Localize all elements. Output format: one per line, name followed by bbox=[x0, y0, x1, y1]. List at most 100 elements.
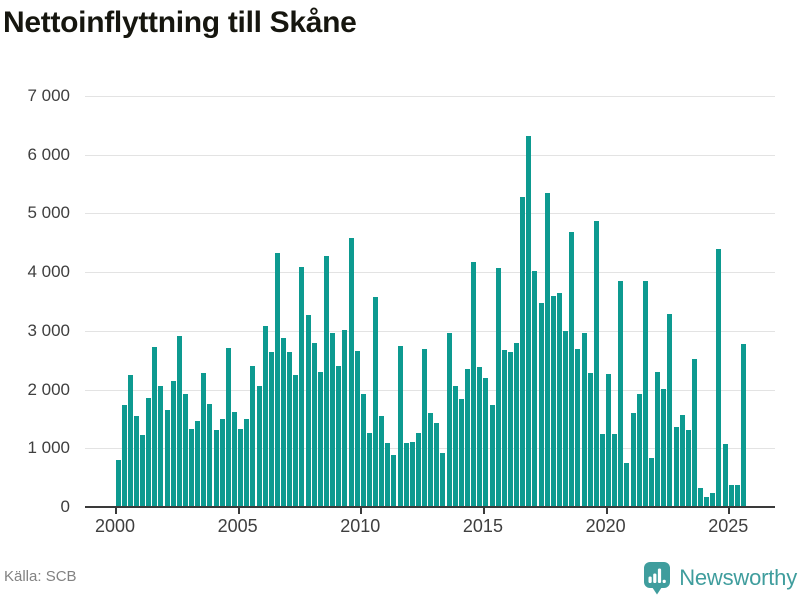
bar-2005Q4 bbox=[256, 385, 262, 506]
bar-2023Q2 bbox=[685, 429, 691, 506]
bar-2020Q1 bbox=[606, 373, 612, 506]
y-axis-label-6000: 6 000 bbox=[27, 144, 70, 164]
bar-2022Q1 bbox=[655, 371, 661, 506]
y-axis-label-4000: 4 000 bbox=[27, 262, 70, 282]
bar-2012Q2 bbox=[415, 433, 421, 506]
bar-2003Q1 bbox=[189, 429, 195, 506]
bar-2007Q2 bbox=[293, 375, 299, 506]
bar-2002Q4 bbox=[182, 394, 188, 506]
bar-2005Q3 bbox=[250, 365, 256, 506]
bar-2010Q2 bbox=[366, 433, 372, 506]
bar-2004Q3 bbox=[225, 348, 231, 506]
bar-2014Q2 bbox=[465, 368, 471, 506]
x-axis-tick-2000 bbox=[115, 508, 117, 514]
bar-2021Q3 bbox=[642, 280, 648, 506]
x-axis-tick-2020 bbox=[605, 508, 608, 514]
newsworthy-wordmark: Newsworthy bbox=[679, 565, 797, 590]
bar-2014Q3 bbox=[471, 261, 477, 506]
bar-2000Q4 bbox=[133, 415, 139, 506]
bar-2020Q4 bbox=[624, 462, 630, 506]
newsworthy-icon bbox=[644, 561, 671, 594]
bar-2024Q4 bbox=[722, 444, 728, 506]
bar-2013Q1 bbox=[434, 423, 440, 506]
bar-2010Q3 bbox=[373, 296, 379, 506]
bar-2000Q3 bbox=[127, 375, 133, 506]
bar-2006Q3 bbox=[274, 252, 280, 506]
bar-2016Q2 bbox=[514, 342, 520, 506]
plot-area: 2000 2005 2010 2015 2020 2025 bbox=[85, 96, 775, 536]
bar-2007Q1 bbox=[287, 352, 293, 506]
bar-2020Q2 bbox=[612, 434, 618, 506]
bar-2011Q2 bbox=[391, 454, 397, 506]
gridline-3000 bbox=[85, 330, 775, 332]
y-axis-label-3000: 3 000 bbox=[27, 320, 70, 340]
bar-2015Q2 bbox=[489, 405, 495, 506]
bar-2011Q1 bbox=[385, 443, 391, 506]
bar-2017Q2 bbox=[538, 303, 544, 506]
bar-2016Q3 bbox=[520, 197, 526, 506]
bar-2014Q1 bbox=[458, 398, 464, 506]
bar-2015Q3 bbox=[495, 267, 501, 506]
bar-2004Q1 bbox=[213, 429, 219, 506]
bar-2020Q3 bbox=[618, 280, 624, 506]
bar-2000Q1 bbox=[115, 460, 121, 506]
bar-2023Q4 bbox=[698, 488, 704, 506]
bar-2009Q2 bbox=[342, 330, 348, 506]
x-axis-label-2000: 2000 bbox=[94, 516, 136, 536]
bar-2012Q3 bbox=[422, 348, 428, 506]
bar-2003Q4 bbox=[207, 404, 213, 506]
chart-title: Nettoinflyttning till Skåne bbox=[3, 6, 357, 39]
bar-2008Q2 bbox=[317, 371, 323, 506]
bar-2002Q3 bbox=[176, 335, 182, 506]
bar-2008Q4 bbox=[330, 333, 336, 506]
x-axis-label-2010: 2010 bbox=[340, 516, 381, 536]
bar-2001Q2 bbox=[146, 397, 152, 506]
bar-2019Q2 bbox=[587, 372, 593, 506]
bar-2000Q2 bbox=[121, 405, 127, 506]
newsworthy-logo: Newsworthy bbox=[643, 561, 797, 594]
bar-2003Q3 bbox=[201, 372, 207, 506]
bar-2024Q3 bbox=[716, 249, 722, 506]
bar-2016Q4 bbox=[526, 136, 532, 506]
bar-2013Q2 bbox=[440, 453, 446, 506]
bar-2002Q2 bbox=[170, 380, 176, 506]
bar-2023Q3 bbox=[691, 358, 697, 506]
bar-2003Q2 bbox=[195, 421, 201, 506]
bar-2008Q1 bbox=[311, 343, 317, 506]
bar-2017Q1 bbox=[532, 270, 538, 506]
bar-2023Q1 bbox=[679, 415, 685, 506]
x-axis-tick-2005 bbox=[237, 508, 240, 514]
x-axis-tick-2010 bbox=[360, 508, 363, 514]
bar-2017Q4 bbox=[550, 295, 556, 506]
bar-2018Q4 bbox=[575, 349, 581, 506]
bar-2001Q1 bbox=[140, 434, 146, 506]
bar-2013Q3 bbox=[446, 332, 452, 506]
bar-2021Q4 bbox=[648, 458, 654, 506]
y-axis-label-1000: 1 000 bbox=[27, 438, 70, 458]
bar-2005Q2 bbox=[244, 419, 250, 506]
source-label: Källa: SCB bbox=[4, 568, 77, 585]
bar-2018Q3 bbox=[569, 231, 575, 506]
bar-2025Q1 bbox=[728, 485, 734, 506]
x-axis-tick-2025 bbox=[728, 508, 731, 514]
bar-2016Q1 bbox=[507, 352, 513, 506]
bar-2021Q2 bbox=[636, 394, 642, 506]
gridline-2000 bbox=[85, 389, 775, 391]
bar-2022Q4 bbox=[673, 427, 679, 506]
bar-2025Q2 bbox=[734, 485, 740, 506]
bar-2025Q3 bbox=[740, 343, 746, 506]
bar-2006Q1 bbox=[262, 326, 268, 506]
bar-2012Q4 bbox=[428, 412, 434, 506]
bar-2011Q3 bbox=[397, 345, 403, 506]
bar-2001Q3 bbox=[152, 347, 158, 506]
bar-2019Q4 bbox=[599, 434, 605, 506]
x-axis-line bbox=[85, 506, 775, 508]
bar-2004Q2 bbox=[219, 418, 225, 506]
gridline-7000 bbox=[85, 96, 775, 97]
gridline-5000 bbox=[85, 213, 775, 215]
bar-2017Q3 bbox=[544, 193, 550, 506]
bar-2012Q1 bbox=[409, 442, 415, 506]
bar-2019Q1 bbox=[581, 332, 587, 506]
